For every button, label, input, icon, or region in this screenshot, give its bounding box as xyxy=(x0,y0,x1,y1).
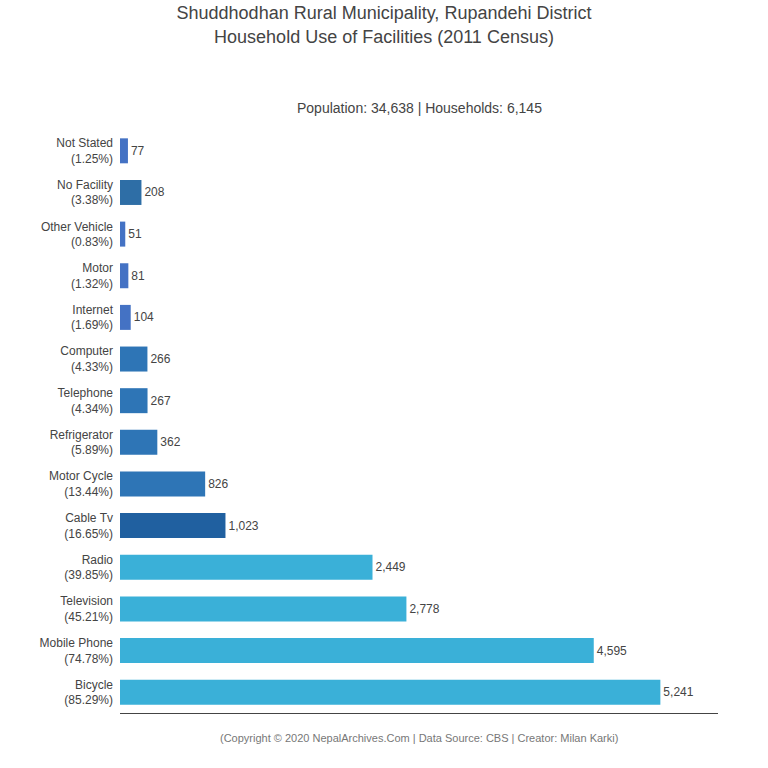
svg-text:267: 267 xyxy=(151,394,171,408)
svg-text:Bicycle(85.29%): Bicycle(85.29%) xyxy=(64,678,113,708)
svg-text:826: 826 xyxy=(208,477,228,491)
svg-text:51: 51 xyxy=(128,227,142,241)
svg-text:No Facility(3.38%): No Facility(3.38%) xyxy=(57,178,113,208)
svg-text:2,449: 2,449 xyxy=(376,560,406,574)
svg-text:Not Stated(1.25%): Not Stated(1.25%) xyxy=(56,136,113,166)
svg-text:Mobile Phone(74.78%): Mobile Phone(74.78%) xyxy=(40,636,114,666)
svg-text:Other Vehicle(0.83%): Other Vehicle(0.83%) xyxy=(41,220,113,250)
svg-text:81: 81 xyxy=(131,269,145,283)
svg-text:208: 208 xyxy=(144,185,164,199)
svg-text:Shuddhodhan Rural Municipality: Shuddhodhan Rural Municipality, Rupandeh… xyxy=(177,3,592,46)
svg-text:Computer(4.33%): Computer(4.33%) xyxy=(60,344,113,374)
svg-text:Internet(1.69%): Internet(1.69%) xyxy=(71,303,114,333)
svg-text:Cable Tv(16.65%): Cable Tv(16.65%) xyxy=(64,511,113,541)
svg-text:77: 77 xyxy=(131,144,145,158)
svg-text:Population: 34,638 | Household: Population: 34,638 | Households: 6,145 xyxy=(297,100,542,116)
svg-text:Refrigerator(5.89%): Refrigerator(5.89%) xyxy=(50,428,113,458)
svg-text:5,241: 5,241 xyxy=(663,685,693,699)
svg-text:Telephone(4.34%): Telephone(4.34%) xyxy=(58,386,114,416)
svg-text:4,595: 4,595 xyxy=(597,644,627,658)
svg-text:362: 362 xyxy=(160,435,180,449)
svg-text:266: 266 xyxy=(150,352,170,366)
svg-text:Radio(39.85%): Radio(39.85%) xyxy=(64,553,113,583)
svg-text:Television(45.21%): Television(45.21%) xyxy=(60,594,113,624)
svg-text:Motor(1.32%): Motor(1.32%) xyxy=(71,261,113,291)
svg-text:104: 104 xyxy=(134,310,154,324)
svg-text:Motor Cycle(13.44%): Motor Cycle(13.44%) xyxy=(49,469,113,499)
svg-text:2,778: 2,778 xyxy=(409,602,439,616)
svg-text:1,023: 1,023 xyxy=(228,519,258,533)
svg-text:(Copyright © 2020 NepalArchive: (Copyright © 2020 NepalArchives.Com | Da… xyxy=(220,732,618,744)
